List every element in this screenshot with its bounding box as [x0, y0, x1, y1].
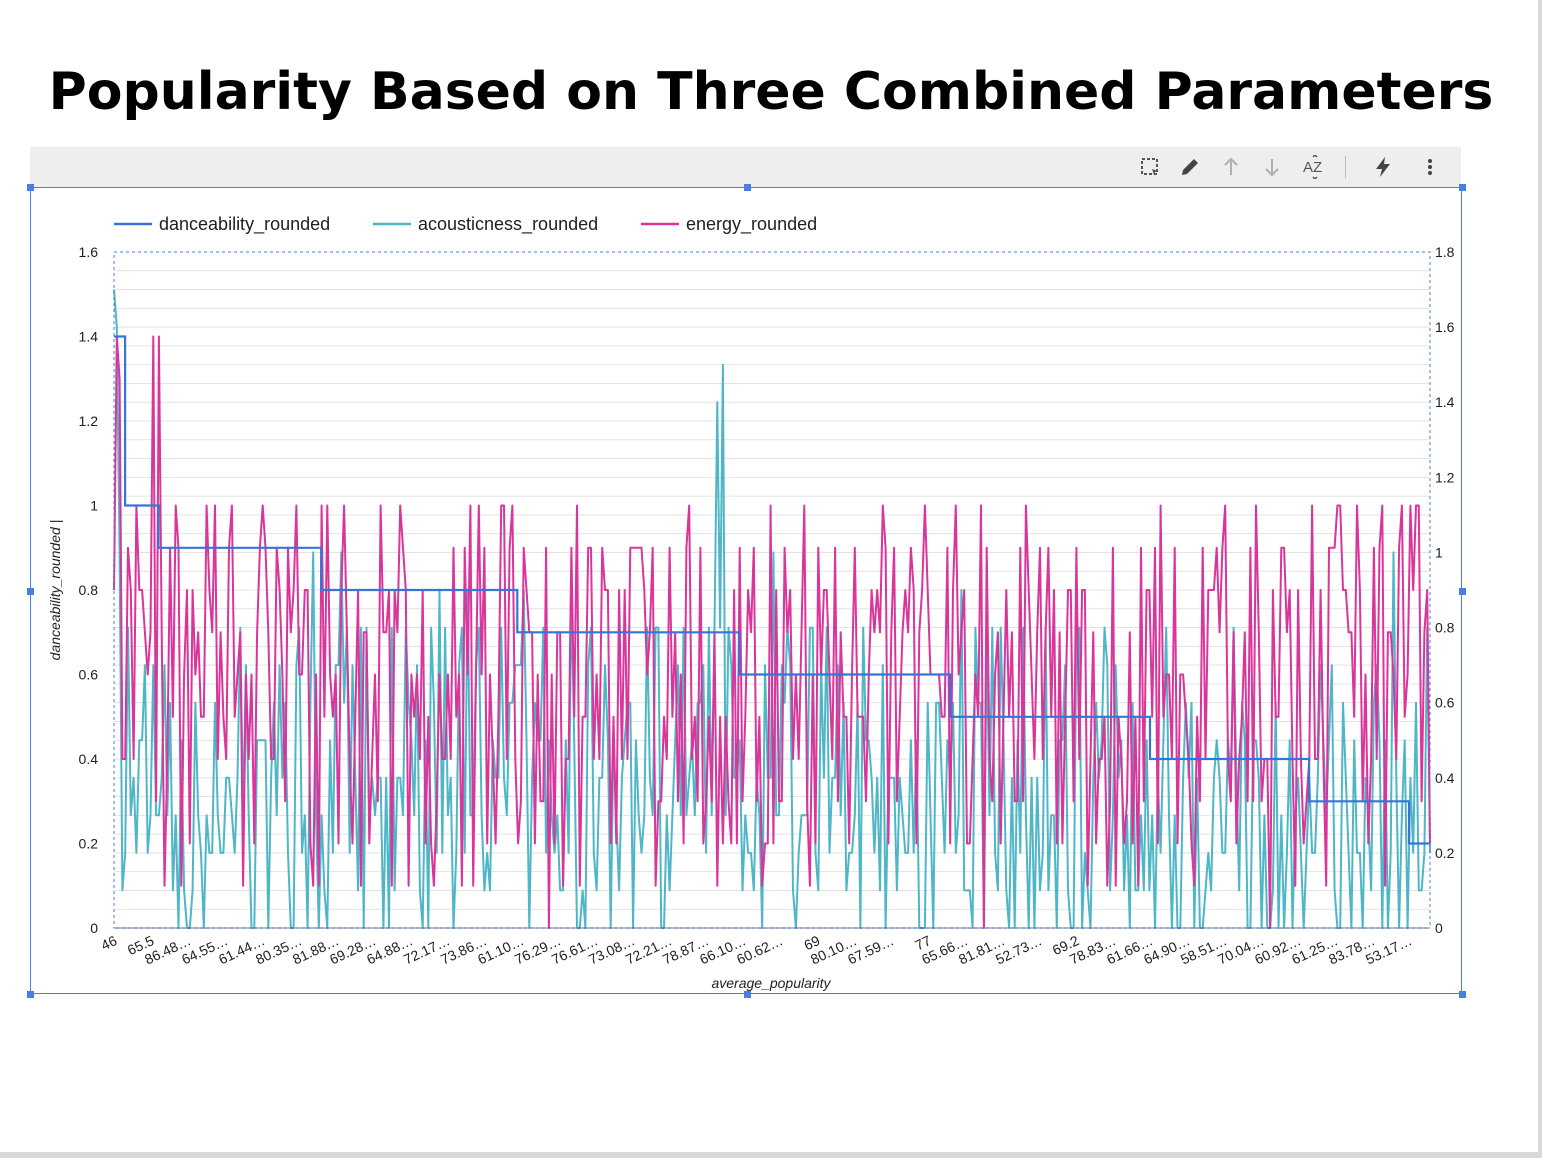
x-tick-label: 77 — [912, 932, 933, 953]
x-tick-label: 69 — [801, 932, 822, 953]
resize-handle-bottom-right[interactable] — [1459, 991, 1466, 998]
y-right-tick-label: 0.4 — [1435, 770, 1455, 786]
arrow-up-icon[interactable] — [1219, 155, 1243, 179]
lightning-icon[interactable] — [1371, 155, 1395, 179]
y-right-tick-label: 1.8 — [1435, 244, 1455, 260]
resize-handle-bottom-left[interactable] — [27, 991, 34, 998]
select-icon[interactable] — [1138, 155, 1162, 179]
legend: danceability_rounded acousticness_rounded… — [114, 214, 817, 235]
resize-handle-top[interactable] — [744, 184, 751, 191]
y-left-tick-label: 1.2 — [79, 413, 99, 429]
y-left-tick-label: 0 — [90, 920, 98, 936]
y-right-tick-label: 1 — [1435, 544, 1443, 560]
y-right-tick-label: 0.2 — [1435, 845, 1455, 861]
resize-handle-right[interactable] — [1459, 588, 1466, 595]
y-right-tick-label: 1.2 — [1435, 469, 1455, 485]
toolbar-divider — [1345, 156, 1346, 178]
more-vert-icon[interactable] — [1418, 155, 1442, 179]
chart-toolbar: AZ — [30, 147, 1461, 187]
y-left-tick-label: 1 — [90, 498, 98, 514]
y-left-tick-label: 1.4 — [79, 329, 99, 345]
y-left-tick-label: 0.6 — [79, 667, 99, 683]
y-left-tick-label: 0.2 — [79, 836, 99, 852]
arrow-down-icon[interactable] — [1260, 155, 1284, 179]
y-right-tick-label: 0.6 — [1435, 695, 1455, 711]
legend-label: danceability_rounded — [159, 214, 330, 235]
series-lines — [113, 289, 1431, 929]
y-left-tick-label: 0.8 — [79, 582, 99, 598]
resize-handle-bottom[interactable] — [744, 991, 751, 998]
resize-handle-top-right[interactable] — [1459, 184, 1466, 191]
legend-label: energy_rounded — [686, 214, 817, 235]
y-right-tick-label: 0 — [1435, 920, 1443, 936]
resize-handle-top-left[interactable] — [27, 184, 34, 191]
y-right-tick-label: 0.8 — [1435, 620, 1455, 636]
resize-handle-left[interactable] — [27, 588, 34, 595]
series-line-danceability — [114, 335, 1430, 845]
y-right-tick-label: 1.4 — [1435, 394, 1455, 410]
y-right-tick-label: 1.6 — [1435, 319, 1455, 335]
page-title: Popularity Based on Three Combined Param… — [48, 62, 1494, 122]
x-axis-title: average_popularity — [711, 975, 831, 991]
sort-az-icon[interactable]: AZ — [1301, 155, 1329, 179]
y-axis-title: danceability_rounded | — [47, 520, 63, 661]
y-left-tick-label: 1.6 — [79, 244, 99, 260]
x-tick-label: 46 — [98, 932, 119, 953]
legend-label: acousticness_rounded — [418, 214, 598, 235]
pencil-icon[interactable] — [1178, 155, 1202, 179]
svg-text:AZ: AZ — [1303, 159, 1322, 176]
y-left-tick-label: 0.4 — [79, 751, 99, 767]
